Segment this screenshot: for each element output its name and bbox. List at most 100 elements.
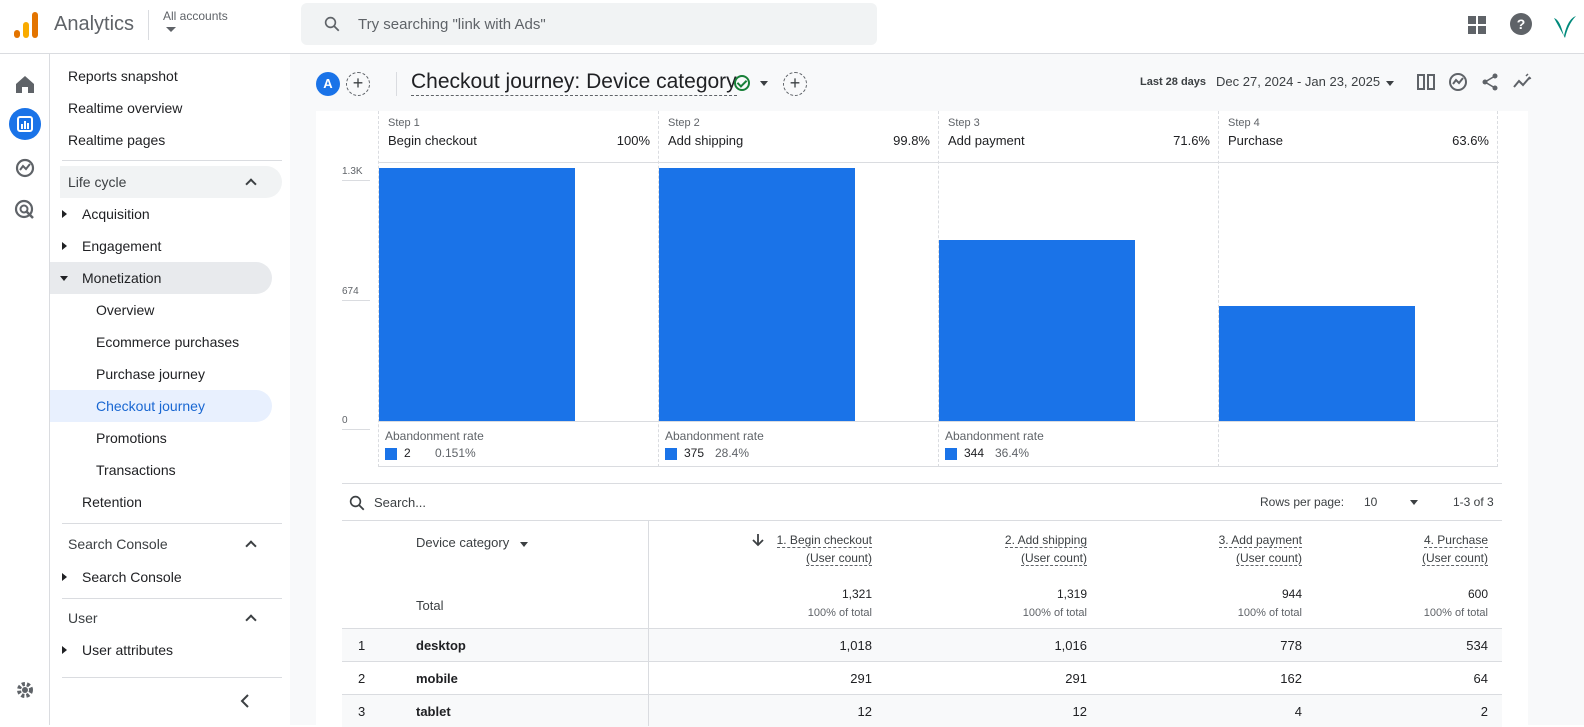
metric-header[interactable]: 1. Begin checkout (User count)	[776, 531, 872, 567]
check-circle-icon[interactable]	[734, 75, 750, 91]
sort-arrow-down-icon[interactable]	[752, 533, 764, 547]
reports-icon[interactable]	[9, 108, 41, 140]
chevron-down-icon[interactable]	[520, 542, 528, 547]
advertising-icon[interactable]	[11, 196, 39, 224]
nav-reports-snapshot[interactable]: Reports snapshot	[68, 68, 178, 84]
collapse-nav-icon[interactable]	[238, 694, 252, 708]
nav-ecommerce-purchases[interactable]: Ecommerce purchases	[96, 334, 240, 350]
nav-engagement[interactable]: Engagement	[82, 238, 162, 254]
step-number: Step 1	[388, 117, 420, 129]
chevron-down-icon[interactable]	[166, 27, 176, 32]
row-value: 291	[850, 671, 872, 686]
help-icon[interactable]: ?	[1510, 13, 1532, 35]
date-range-picker[interactable]: Dec 27, 2024 - Jan 23, 2025	[1216, 74, 1381, 89]
metric-header-label: 2. Add shipping	[1004, 533, 1087, 548]
row-value: 291	[1065, 671, 1087, 686]
funnel-bar[interactable]	[939, 240, 1135, 421]
metric-header-label: 1. Begin checkout	[776, 533, 872, 548]
nav-user-attributes[interactable]: User attributes	[82, 642, 174, 658]
total-value: 1,319	[1056, 587, 1087, 601]
funnel-step-column[interactable]: Step 2 Add shipping 99.8%	[658, 111, 939, 467]
divider	[62, 677, 282, 678]
expand-arrow-icon[interactable]	[62, 646, 67, 654]
rows-per-page-select[interactable]: 10	[1364, 495, 1378, 509]
total-row-label: Total	[416, 598, 444, 613]
rows-per-page-label: Rows per page:	[1260, 495, 1345, 509]
funnel-bar[interactable]	[659, 168, 855, 421]
funnel-step-column[interactable]: Step 4 Purchase 63.6%	[1218, 111, 1499, 467]
funnel-bar[interactable]	[379, 168, 575, 421]
table-row[interactable]: 3 tablet 12 12 4 2	[342, 694, 1502, 727]
analytics-logo-icon[interactable]	[14, 12, 40, 38]
table-search-input[interactable]: Search...	[374, 495, 427, 510]
dimension-header[interactable]: Device category	[416, 535, 509, 550]
nav-promotions[interactable]: Promotions	[96, 430, 167, 446]
abandonment-count: 344	[964, 446, 985, 460]
gear-icon[interactable]	[11, 676, 39, 704]
home-icon[interactable]	[11, 70, 39, 98]
nav-section-user[interactable]: User	[60, 602, 282, 634]
metric-header[interactable]: 2. Add shipping (User count)	[1004, 531, 1087, 567]
search-icon	[349, 495, 365, 511]
step-name: Add payment	[948, 133, 1025, 148]
search-input[interactable]: Try searching "link with Ads"	[301, 3, 877, 45]
trend-insights-icon[interactable]	[1512, 72, 1532, 92]
add-filter-button[interactable]: +	[783, 72, 807, 96]
nav-checkout-journey[interactable]: Checkout journey	[96, 398, 205, 414]
apps-grid-icon[interactable]	[1468, 16, 1486, 34]
funnel-bar[interactable]	[1219, 306, 1415, 421]
expand-arrow-icon[interactable]	[62, 242, 67, 250]
divider	[62, 523, 282, 524]
y-axis-tick-label: 674	[342, 285, 359, 297]
abandonment-rate-label: Abandonment rate	[385, 429, 484, 443]
table-row[interactable]: 2 mobile 291 291 162 64	[342, 661, 1502, 694]
divider	[148, 10, 149, 40]
row-number: 1	[358, 638, 366, 653]
funnel-step-column[interactable]: Step 1 Begin checkout 100%	[378, 111, 659, 467]
abandonment-percent: 28.4%	[715, 446, 750, 460]
share-icon[interactable]	[1480, 72, 1500, 92]
metric-header[interactable]: 4. Purchase (User count)	[1421, 531, 1488, 567]
nav-search-console[interactable]: Search Console	[82, 569, 182, 585]
accounts-selector-label[interactable]: All accounts	[163, 9, 228, 23]
nav-realtime-overview[interactable]: Realtime overview	[68, 100, 183, 116]
step-name: Purchase	[1228, 133, 1283, 148]
pagination-info: 1-3 of 3	[1453, 495, 1494, 509]
nav-purchase-journey[interactable]: Purchase journey	[96, 366, 205, 382]
chevron-down-icon[interactable]	[1386, 81, 1394, 86]
chevron-down-icon[interactable]	[760, 81, 768, 86]
nav-section-lifecycle[interactable]: Life cycle	[60, 166, 282, 198]
nav-transactions[interactable]: Transactions	[96, 462, 176, 478]
expand-arrow-icon[interactable]	[62, 210, 67, 218]
compare-icon[interactable]	[1416, 72, 1436, 92]
data-table: Search... Rows per page: 10 1-3 of 3 Dev…	[342, 483, 1502, 727]
search-placeholder: Try searching "link with Ads"	[358, 16, 546, 33]
chevron-down-icon[interactable]	[1410, 500, 1418, 505]
expand-arrow-icon[interactable]	[62, 573, 67, 581]
y-axis-tick-line	[342, 299, 370, 301]
funnel-step-column[interactable]: Step 3 Add payment 71.6%	[938, 111, 1219, 467]
step-name: Begin checkout	[388, 133, 477, 148]
step-number: Step 4	[1228, 117, 1260, 129]
step-completion-percent: 100%	[616, 133, 650, 148]
row-value: 2	[1480, 704, 1488, 719]
nav-monetization[interactable]: Monetization	[82, 270, 162, 286]
metric-header[interactable]: 3. Add payment (User count)	[1218, 531, 1302, 567]
nav-acquisition[interactable]: Acquisition	[82, 206, 150, 222]
comparison-avatar[interactable]: A	[316, 72, 340, 96]
nav-section-search-console[interactable]: Search Console	[60, 528, 282, 560]
table-row[interactable]: 1 desktop 1,018 1,016 778 534	[342, 628, 1502, 661]
nav-overview[interactable]: Overview	[96, 302, 155, 318]
y-axis-tick-line	[342, 429, 370, 430]
app-name[interactable]: Analytics	[54, 13, 135, 35]
nav-realtime-pages[interactable]: Realtime pages	[68, 132, 166, 148]
nav-retention[interactable]: Retention	[82, 494, 142, 510]
collapse-arrow-icon[interactable]	[60, 276, 68, 281]
insights-icon[interactable]	[1448, 72, 1468, 92]
total-percent: 100% of total	[807, 607, 872, 619]
explore-icon[interactable]	[11, 154, 39, 182]
page-title[interactable]: Checkout journey: Device category	[411, 70, 737, 96]
metric-header-label: 4. Purchase	[1423, 533, 1488, 548]
add-comparison-button[interactable]: +	[346, 72, 370, 96]
account-avatar-icon[interactable]	[1550, 12, 1578, 40]
